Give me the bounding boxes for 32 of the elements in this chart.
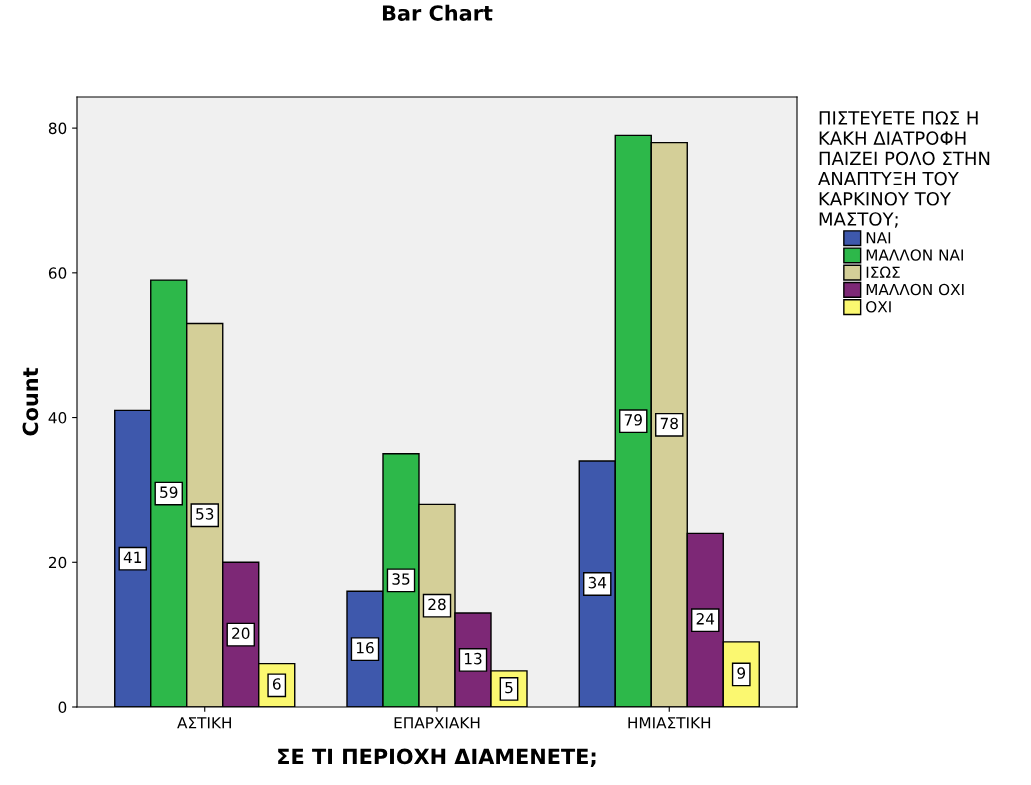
data-label: 24 — [696, 613, 715, 625]
y-tick-label: 60 — [48, 267, 67, 279]
x-tick-label: ΗΜΙΑΣΤΙΚΗ — [628, 717, 711, 729]
legend-label: ΜΑΛΛΟΝ ΟΧΙ — [866, 283, 964, 296]
data-label: 5 — [505, 681, 513, 694]
x-tick-label: ΑΣΤΙΚΗ — [177, 717, 231, 729]
data-label: 53 — [196, 508, 214, 520]
data-label: 16 — [356, 641, 374, 654]
legend-label: ΝΑΙ — [866, 232, 891, 244]
legend-label: ΜΑΛΛΟΝ ΝΑΙ — [866, 249, 963, 261]
data-label: 41 — [123, 551, 142, 563]
chart-title: Bar Chart — [382, 4, 493, 21]
y-tick-label: 80 — [48, 122, 67, 135]
data-label: 59 — [160, 486, 178, 498]
y-tick-label: 0 — [58, 701, 67, 714]
data-label: 9 — [737, 667, 746, 679]
data-label: 28 — [428, 598, 446, 611]
data-label: 6 — [272, 678, 281, 690]
y-tick-label: 40 — [48, 412, 67, 424]
x-axis-title: ΣΕ ΤΙ ΠΕΡΙΟΧΗ ΔΙΑΜΕΝΕΤΕ; — [278, 748, 596, 767]
x-tick-label: ΕΠΑΡΧΙΑΚΗ — [394, 717, 480, 729]
legend-label: ΙΣΩΣ — [866, 266, 900, 278]
y-tick-label: 20 — [48, 556, 67, 569]
data-label: 35 — [392, 573, 410, 585]
legend-title: ΠΙΣΤΕΥΕΤΕ ΠΩΣ Η ΚΑΚΗ ΔΙΑΤΡΟΦΗ ΠΑΙΖΕΙ ΡΟΛΟ ΣΤΗΝ ΑΝΑΠΤΥΞΗ ΤΟΥ ΚΑΡΚΙΝΟΥ ΤΟΥ ΜΑΣΤΟΥ; — [818, 111, 990, 228]
legend-label: ΟΧΙ — [866, 300, 891, 313]
data-label: 20 — [232, 627, 250, 640]
data-label: 13 — [464, 652, 482, 665]
data-label: 79 — [624, 414, 642, 426]
data-label: 34 — [588, 576, 607, 589]
data-label: 78 — [660, 417, 678, 430]
y-axis-title: Count — [22, 367, 39, 436]
